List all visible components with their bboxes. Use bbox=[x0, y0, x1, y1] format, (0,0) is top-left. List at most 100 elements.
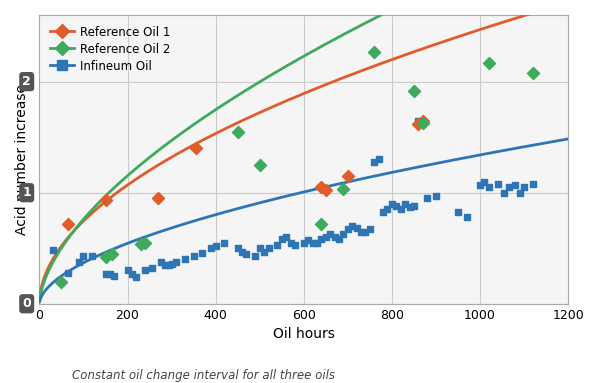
Point bbox=[370, 49, 379, 55]
Text: 0: 0 bbox=[22, 297, 31, 310]
Point bbox=[528, 181, 538, 187]
Point bbox=[515, 190, 525, 196]
Point bbox=[290, 242, 300, 248]
Point bbox=[352, 225, 361, 231]
Point bbox=[259, 249, 269, 255]
Point bbox=[321, 234, 331, 240]
Point bbox=[317, 221, 326, 227]
Point bbox=[392, 203, 401, 209]
Point bbox=[264, 245, 273, 251]
Point bbox=[78, 253, 88, 259]
Point bbox=[140, 267, 150, 273]
Legend: Reference Oil 1, Reference Oil 2, Infineum Oil: Reference Oil 1, Reference Oil 2, Infine… bbox=[46, 21, 175, 78]
Point bbox=[57, 278, 66, 285]
Point bbox=[504, 184, 513, 190]
Point bbox=[167, 261, 176, 267]
Point bbox=[387, 201, 397, 207]
Point bbox=[480, 178, 489, 185]
Point bbox=[361, 229, 370, 235]
Point bbox=[211, 243, 220, 249]
Point bbox=[484, 60, 494, 66]
Point bbox=[286, 240, 295, 246]
Point bbox=[180, 256, 190, 262]
Point bbox=[528, 70, 538, 76]
Point bbox=[400, 201, 410, 207]
Point bbox=[147, 265, 156, 271]
Point bbox=[156, 259, 165, 265]
Point bbox=[475, 182, 485, 188]
Point bbox=[422, 195, 432, 201]
Point bbox=[413, 118, 423, 124]
Point bbox=[110, 273, 119, 279]
Point bbox=[189, 253, 198, 259]
Point bbox=[63, 270, 73, 276]
Point bbox=[207, 245, 216, 251]
Text: 1: 1 bbox=[22, 186, 31, 199]
Point bbox=[303, 237, 313, 244]
Point bbox=[431, 193, 441, 199]
Point bbox=[160, 262, 170, 268]
Point bbox=[233, 129, 243, 135]
Point bbox=[312, 240, 322, 246]
Point bbox=[308, 240, 317, 246]
Point bbox=[500, 190, 509, 196]
Point bbox=[140, 240, 150, 246]
Point bbox=[237, 249, 247, 255]
Point bbox=[101, 197, 110, 203]
Point bbox=[191, 145, 201, 151]
Point bbox=[277, 236, 286, 242]
Point bbox=[347, 223, 357, 229]
Point bbox=[383, 206, 392, 213]
Point bbox=[282, 234, 291, 240]
Point bbox=[317, 236, 326, 242]
Point bbox=[198, 250, 207, 256]
Point bbox=[107, 251, 117, 257]
Point bbox=[338, 186, 348, 192]
Point bbox=[365, 226, 374, 232]
Point bbox=[413, 121, 423, 127]
Point bbox=[409, 87, 419, 93]
Point bbox=[255, 245, 265, 251]
Point bbox=[453, 208, 463, 214]
Point bbox=[343, 226, 353, 232]
Point bbox=[510, 182, 520, 188]
Point bbox=[153, 195, 163, 201]
Point bbox=[87, 253, 97, 259]
Point bbox=[338, 231, 348, 237]
Point bbox=[165, 262, 174, 268]
Point bbox=[255, 162, 265, 168]
Point bbox=[374, 156, 383, 162]
Point bbox=[299, 240, 308, 246]
Text: Constant oil change interval for all three oils: Constant oil change interval for all thr… bbox=[72, 369, 335, 382]
Text: 2: 2 bbox=[22, 75, 31, 88]
Point bbox=[48, 247, 58, 254]
Point bbox=[405, 204, 415, 210]
X-axis label: Oil hours: Oil hours bbox=[273, 327, 335, 341]
Point bbox=[409, 203, 419, 209]
Point bbox=[242, 251, 252, 257]
Point bbox=[136, 241, 146, 247]
Point bbox=[370, 159, 379, 165]
Point bbox=[101, 254, 110, 260]
Point bbox=[418, 119, 428, 126]
Point bbox=[325, 231, 335, 237]
Point bbox=[462, 214, 471, 220]
Point bbox=[127, 271, 137, 277]
Point bbox=[396, 206, 406, 213]
Point bbox=[418, 118, 428, 124]
Y-axis label: Acid number increase: Acid number increase bbox=[15, 84, 29, 235]
Point bbox=[74, 259, 84, 265]
Point bbox=[63, 221, 73, 227]
Point bbox=[321, 187, 331, 193]
Point bbox=[330, 234, 340, 240]
Point bbox=[250, 253, 260, 259]
Point bbox=[233, 245, 243, 251]
Point bbox=[220, 240, 229, 246]
Point bbox=[132, 274, 141, 280]
Point bbox=[484, 184, 494, 190]
Point bbox=[101, 271, 110, 277]
Point bbox=[343, 173, 353, 179]
Point bbox=[317, 184, 326, 190]
Point bbox=[356, 229, 366, 235]
Point bbox=[493, 181, 503, 187]
